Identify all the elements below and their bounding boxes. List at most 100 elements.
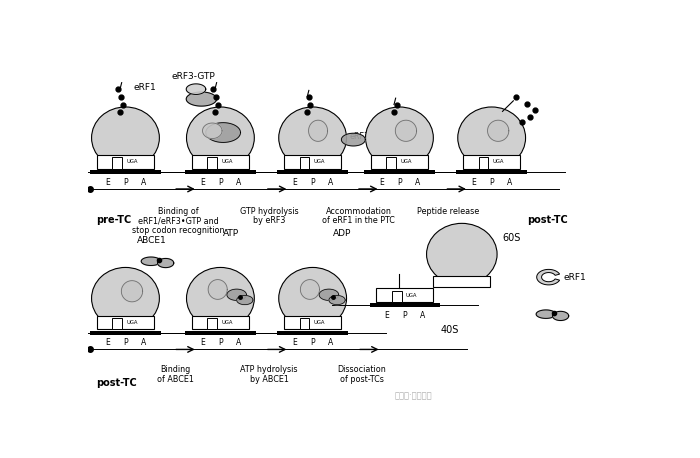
Text: of eRF1 in the PTC: of eRF1 in the PTC: [322, 217, 395, 225]
Polygon shape: [319, 289, 339, 300]
Text: A: A: [328, 338, 333, 347]
Polygon shape: [227, 289, 246, 300]
Polygon shape: [202, 123, 222, 138]
Polygon shape: [329, 295, 345, 305]
Text: eRF1: eRF1: [564, 273, 586, 282]
Text: E: E: [200, 338, 205, 347]
Bar: [185, 170, 256, 174]
Text: by ABCE1: by ABCE1: [250, 375, 288, 384]
Polygon shape: [537, 269, 559, 285]
Text: post-TC: post-TC: [527, 215, 568, 225]
Polygon shape: [141, 257, 161, 266]
FancyBboxPatch shape: [192, 155, 249, 169]
Text: by eRF3: by eRF3: [253, 217, 286, 225]
Bar: [207, 318, 217, 329]
Text: of ABCE1: of ABCE1: [158, 375, 194, 384]
Bar: [386, 158, 396, 169]
Bar: [392, 290, 402, 302]
Polygon shape: [552, 311, 568, 321]
Text: ADP: ADP: [333, 229, 351, 238]
Text: 公众号·分子设计: 公众号·分子设计: [394, 392, 432, 401]
Text: E: E: [293, 178, 297, 187]
Bar: [185, 331, 256, 335]
FancyBboxPatch shape: [97, 155, 154, 169]
Text: Peptide release: Peptide release: [417, 207, 480, 216]
Text: UGA: UGA: [127, 320, 138, 325]
Bar: [207, 158, 217, 169]
Ellipse shape: [186, 107, 254, 169]
Polygon shape: [309, 120, 328, 142]
Text: A: A: [141, 338, 146, 347]
Bar: [300, 158, 309, 169]
Text: UGA: UGA: [493, 159, 504, 164]
Text: P: P: [123, 338, 128, 347]
FancyBboxPatch shape: [284, 316, 341, 329]
Text: P: P: [218, 338, 223, 347]
Polygon shape: [536, 310, 556, 318]
Text: ATP hydrolysis: ATP hydrolysis: [241, 365, 298, 374]
Bar: [277, 170, 348, 174]
Text: Binding of: Binding of: [158, 207, 199, 216]
Text: A: A: [236, 178, 241, 187]
Text: UGA: UGA: [221, 159, 233, 164]
Text: A: A: [236, 338, 241, 347]
Polygon shape: [206, 123, 241, 142]
Polygon shape: [186, 92, 216, 106]
Text: pre-TC: pre-TC: [96, 215, 131, 225]
Ellipse shape: [92, 107, 160, 169]
Ellipse shape: [279, 107, 346, 169]
Text: Binding: Binding: [160, 365, 191, 374]
Polygon shape: [121, 281, 143, 302]
Polygon shape: [300, 280, 319, 300]
Polygon shape: [186, 84, 206, 94]
Text: A: A: [141, 178, 146, 187]
Text: of post-TCs: of post-TCs: [340, 375, 384, 384]
Text: E: E: [105, 178, 110, 187]
Text: E: E: [293, 338, 297, 347]
Ellipse shape: [186, 267, 254, 329]
Text: UGA: UGA: [400, 159, 412, 164]
Text: P: P: [402, 311, 407, 320]
Bar: [364, 170, 435, 174]
Text: A: A: [507, 178, 512, 187]
Bar: [300, 318, 309, 329]
FancyBboxPatch shape: [97, 316, 154, 329]
Text: E: E: [379, 178, 384, 187]
Text: E: E: [384, 311, 389, 320]
Text: 40S: 40S: [440, 325, 458, 335]
Text: UGA: UGA: [221, 320, 233, 325]
Text: E: E: [105, 338, 110, 347]
Text: UGA: UGA: [314, 159, 326, 164]
Text: A: A: [414, 178, 420, 187]
Bar: [90, 331, 161, 335]
Polygon shape: [342, 133, 365, 146]
Text: P: P: [218, 178, 223, 187]
Text: UGA: UGA: [314, 320, 326, 325]
Text: post-TC: post-TC: [96, 378, 136, 387]
FancyBboxPatch shape: [433, 276, 490, 287]
Text: GTP hydrolysis: GTP hydrolysis: [240, 207, 298, 216]
Bar: [90, 170, 161, 174]
Polygon shape: [237, 295, 253, 305]
Text: Accommodation: Accommodation: [326, 207, 392, 216]
Ellipse shape: [92, 267, 160, 329]
Ellipse shape: [279, 267, 346, 329]
Polygon shape: [158, 258, 174, 267]
FancyBboxPatch shape: [371, 155, 428, 169]
Text: A: A: [420, 311, 426, 320]
Text: Dissociation: Dissociation: [337, 365, 386, 374]
Bar: [456, 170, 527, 174]
Text: eRF3•GDP: eRF3•GDP: [349, 131, 391, 141]
FancyBboxPatch shape: [463, 155, 520, 169]
Text: eRF1: eRF1: [134, 83, 156, 92]
FancyBboxPatch shape: [192, 316, 249, 329]
Text: P: P: [310, 338, 315, 347]
Text: stop codon recognition: stop codon recognition: [132, 226, 225, 235]
Text: ATP: ATP: [223, 229, 239, 238]
Bar: [479, 158, 489, 169]
Text: A: A: [328, 178, 333, 187]
Bar: [113, 318, 122, 329]
Text: ABCE1: ABCE1: [136, 236, 167, 245]
Bar: [113, 158, 122, 169]
FancyBboxPatch shape: [377, 289, 433, 302]
